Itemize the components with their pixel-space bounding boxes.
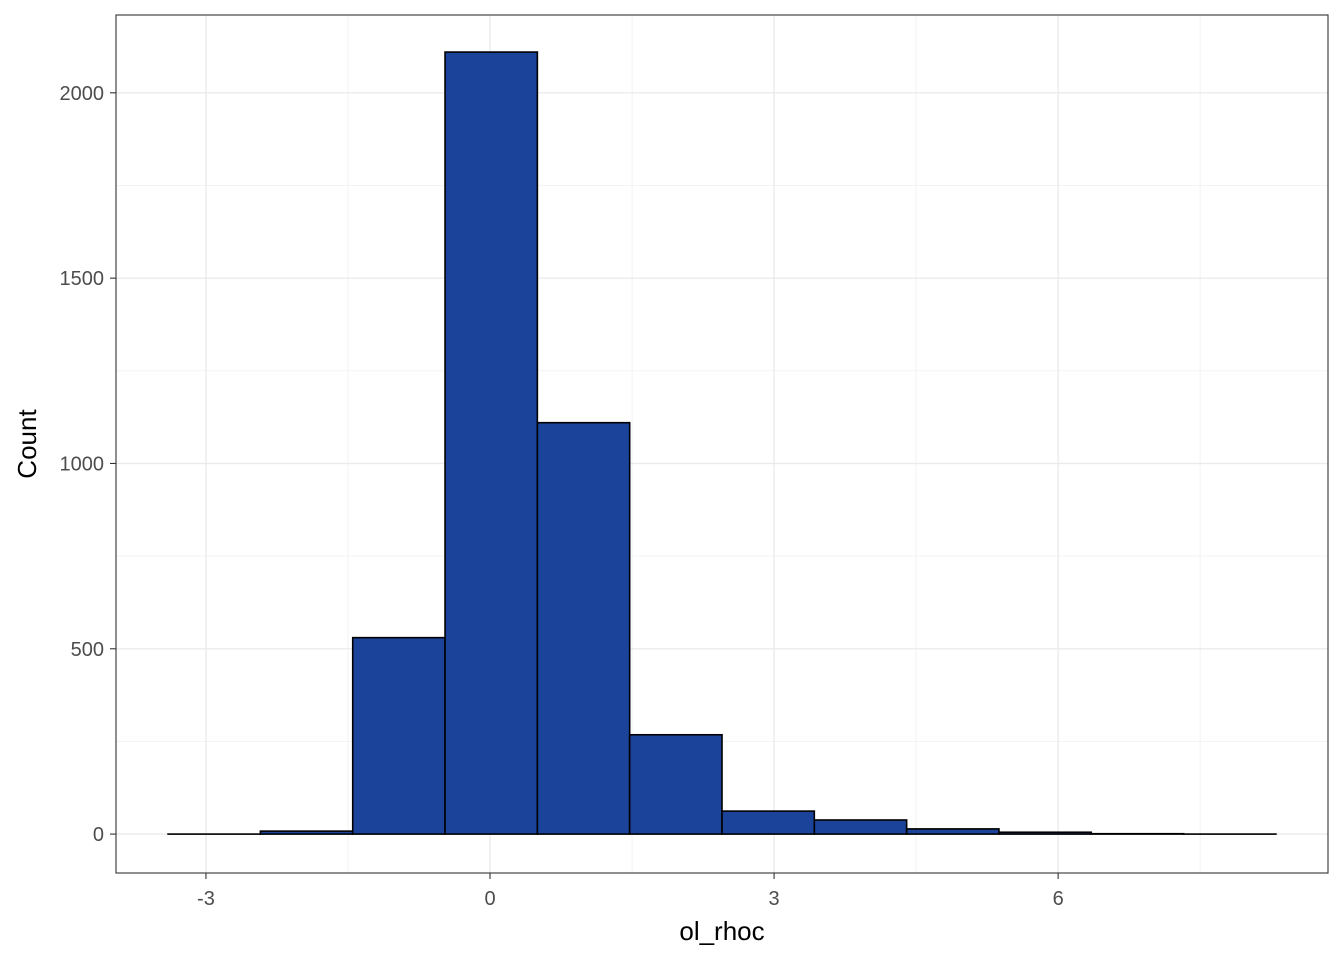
histogram-bar-6 [722, 811, 814, 834]
histogram-bar-9 [999, 832, 1091, 834]
histogram-bar-5 [630, 735, 722, 834]
x-tick-label: 0 [484, 888, 495, 910]
histogram-bar-2 [353, 638, 445, 834]
x-tick-label: 6 [1053, 888, 1064, 910]
y-tick-label: 1000 [60, 453, 105, 475]
histogram-bar-1 [260, 831, 352, 834]
histogram-bar-4 [537, 423, 629, 834]
y-axis-title: Count [12, 409, 42, 479]
histogram-bar-8 [907, 829, 999, 834]
y-tick-label: 2000 [60, 83, 105, 105]
histogram-bar-7 [814, 820, 906, 834]
bars-layer [168, 52, 1276, 834]
x-axis-title: ol_rhoc [679, 916, 764, 946]
y-tick-label: 500 [71, 639, 104, 661]
x-tick-label: -3 [197, 888, 215, 910]
y-tick-label: 1500 [60, 268, 105, 290]
y-tick-label: 0 [93, 824, 104, 846]
histogram-bar-3 [445, 52, 537, 834]
x-tick-label: 3 [769, 888, 780, 910]
